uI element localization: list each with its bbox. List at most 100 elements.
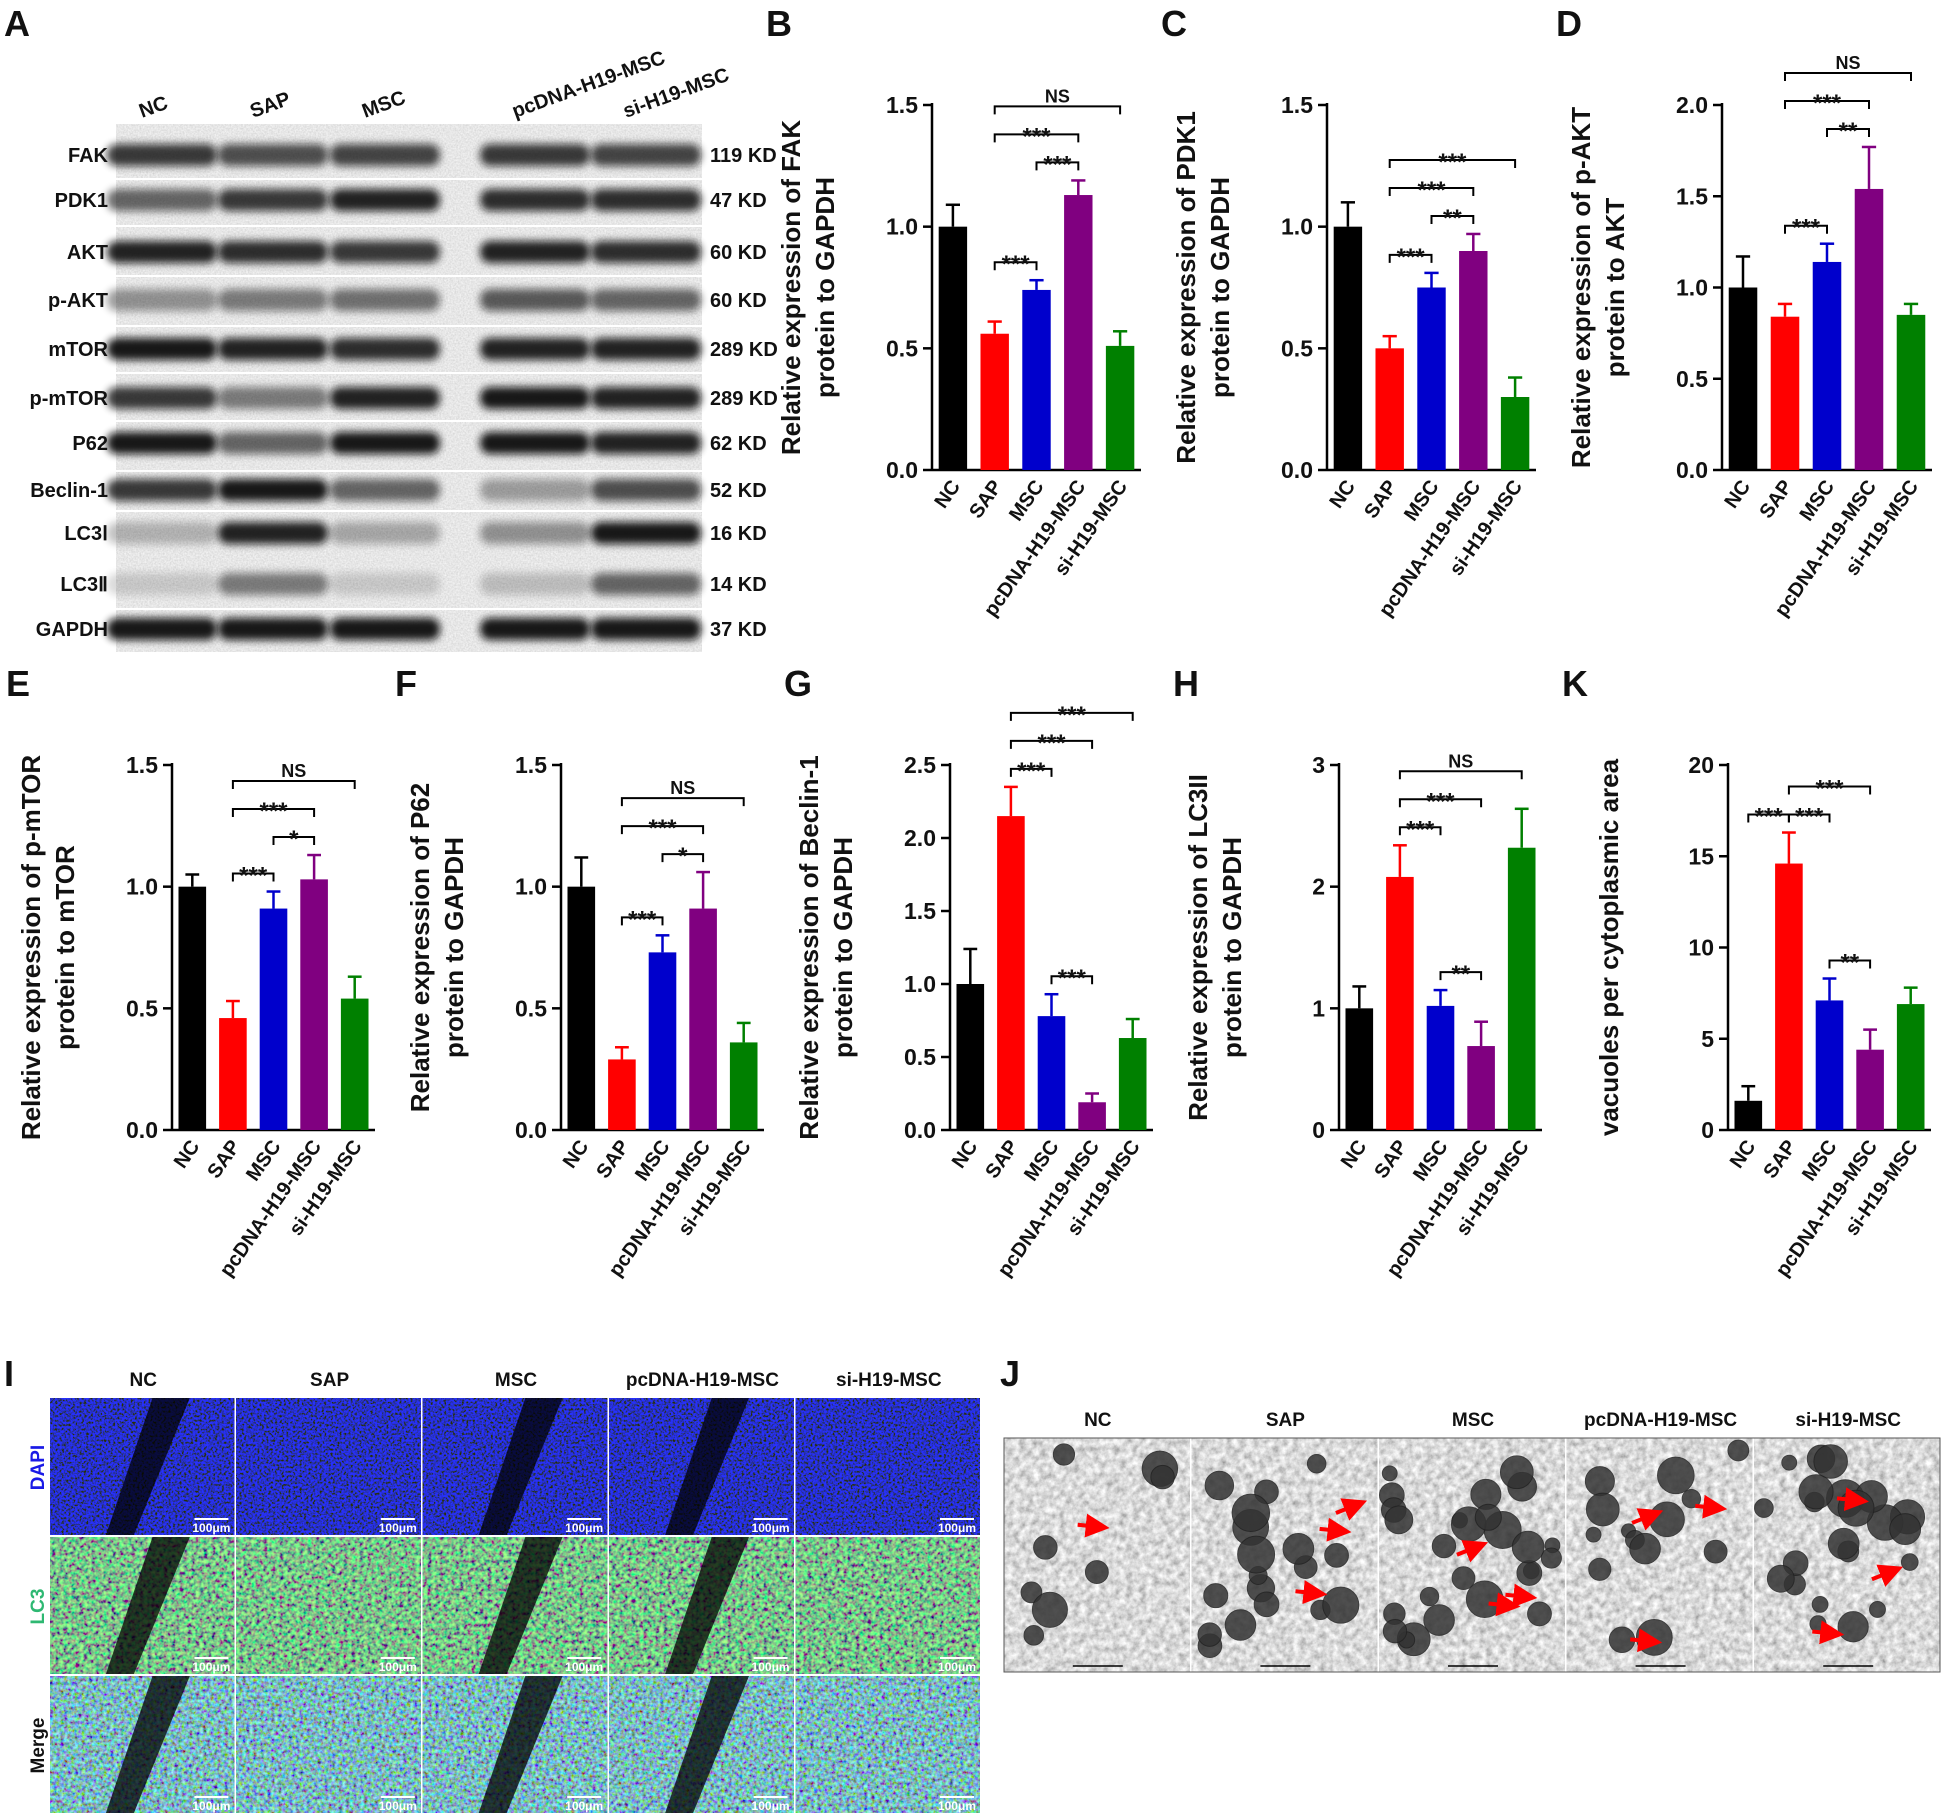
bar [1467,1046,1495,1130]
blot-band [218,618,328,640]
bar [219,1018,247,1130]
blot-band [218,241,328,263]
scale-label: 100μm [938,1799,976,1813]
panel-label: F [395,663,417,704]
column-label: MSC [1452,1410,1495,1431]
blot-band [107,573,217,595]
granule [1253,1591,1280,1618]
row-label: mTOR [48,339,108,361]
significance-bracket [1826,127,1870,137]
error-bar [1777,302,1793,317]
significance-bracket [1009,739,1094,749]
significance-label: NS [670,778,695,798]
granule [1203,1583,1229,1609]
granule [1499,1455,1534,1490]
micrograph [795,1537,980,1674]
error-bar [1735,255,1751,288]
granule [1781,1454,1798,1471]
bar [956,984,985,1130]
row-label: Merge [28,1718,49,1774]
significance-label: *** [1043,151,1072,178]
row-label: DAPI [28,1445,49,1490]
micrograph [236,1537,421,1674]
arrow [1488,1592,1521,1617]
significance-bracket [620,916,664,926]
blot-band [218,338,328,360]
x-tick-label: NC [559,1136,594,1172]
x-tick-label: NC [1325,476,1360,512]
bar [1815,1000,1844,1130]
granule [1585,1526,1602,1543]
tissue-gap [478,1676,563,1813]
tissue-gap [478,1398,563,1535]
error-bar [1514,807,1529,848]
significance-bracket [1398,770,1523,780]
blot-band [591,479,701,501]
panel-label: K [1562,663,1588,704]
scale-label: 100μm [938,1660,976,1674]
lane-label: NC [136,92,171,123]
significance-bracket [1388,186,1475,196]
error-bar [614,1046,629,1060]
significance-bracket [1430,214,1475,224]
error-bar [1741,1084,1756,1101]
x-tick-label: NC [930,476,965,512]
scale-label: 100μm [565,1521,603,1535]
error-bar [1863,1028,1878,1050]
blot-band [107,144,217,166]
granule [1837,1611,1869,1643]
error-bar [1029,278,1044,290]
error-bar [266,890,281,909]
error-bar [1781,831,1796,864]
granule [1419,1586,1440,1607]
significance-label: *** [1058,702,1087,729]
y-tick-label: 1.0 [904,971,936,997]
y-axis-label: Relative expression of FAK [776,120,806,455]
blot-band [107,522,217,544]
row-label: GAPDH [36,619,108,641]
granule [1511,1530,1545,1564]
error-bar [1424,271,1439,288]
arrow [1812,1620,1845,1645]
granule [1431,1533,1457,1559]
y-tick-label: 1.5 [1676,183,1708,209]
granule [1527,1601,1552,1627]
micrograph [236,1676,421,1813]
tissue-gap [665,1676,749,1813]
size-label: 62 KD [710,433,767,455]
blot-band [480,573,590,595]
error-bar [1822,977,1837,1001]
x-tick-label: NC [948,1136,983,1172]
granule [1231,1493,1271,1533]
blot-band [480,289,590,311]
panel-label: J [1000,1353,1020,1394]
blot-band [591,618,701,640]
lane-label: SAP [247,88,293,123]
y-tick-label: 0.5 [126,995,158,1021]
blot-band [480,338,590,360]
granule [1703,1539,1728,1564]
significance-bracket [1398,798,1483,808]
bar [1728,287,1758,470]
error-bar [987,320,1002,334]
scale-label: 100μm [938,1521,976,1535]
granule [1766,1564,1795,1593]
error-bar [1044,992,1059,1017]
column-label: MSC [495,1370,538,1391]
blot-band [591,573,701,595]
blot-band [591,189,701,211]
row-label: AKT [67,242,108,264]
error-bar [1112,330,1128,346]
granule [1869,1601,1886,1618]
blot-band [330,144,440,166]
panel-label: C [1161,3,1187,44]
error-bar [307,853,322,880]
blot-band [107,387,217,409]
column-label: SAP [1266,1410,1305,1431]
arrow [1456,1540,1489,1563]
blot-band [480,618,590,640]
granule [1635,1618,1673,1656]
size-label: 37 KD [710,619,767,641]
significance-bracket [1388,253,1433,263]
